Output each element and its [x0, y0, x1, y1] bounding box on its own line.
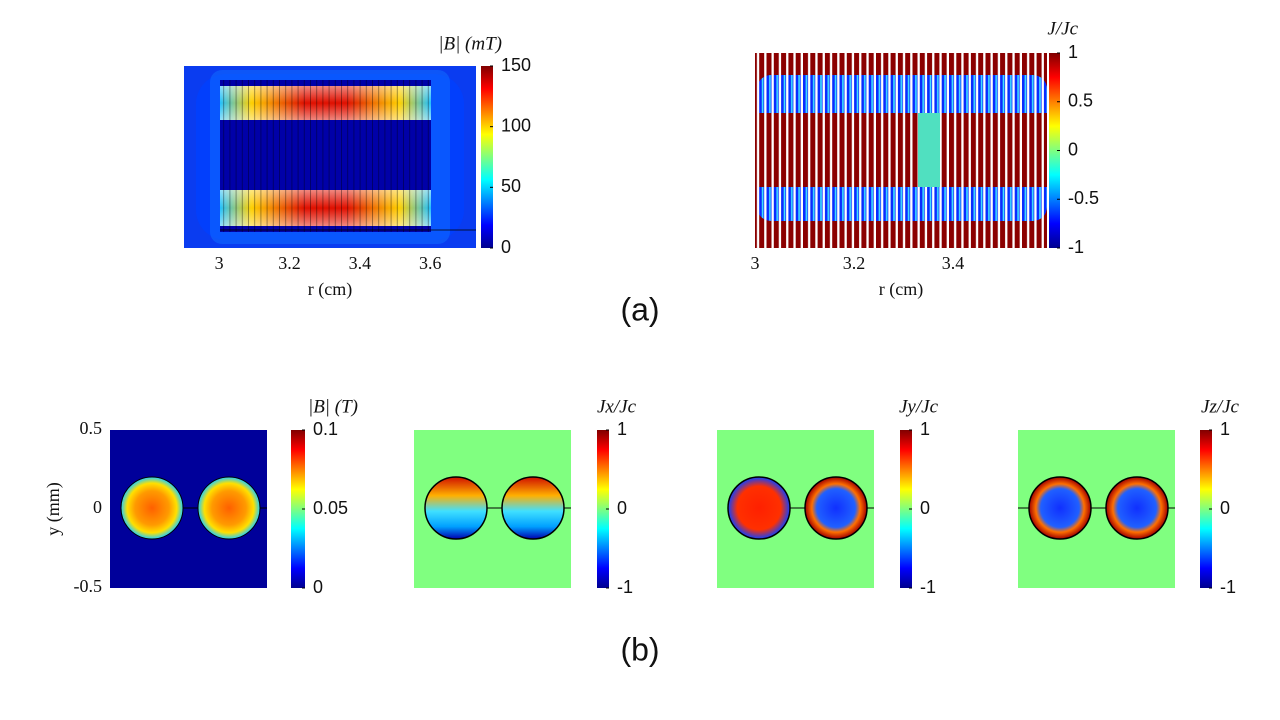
- colorbar-tick-label: 0.5: [1068, 91, 1093, 111]
- colorbar-tick-label: 0: [313, 577, 323, 597]
- colorbar-tick-label: 1: [617, 419, 627, 439]
- field-map-b: [110, 430, 267, 588]
- colorbar-tick-label: -1: [1220, 577, 1236, 597]
- colorbar-tick-label: 0.05: [313, 498, 348, 518]
- current-map-z: [1018, 430, 1175, 588]
- y-tick-label: 0.5: [80, 418, 103, 438]
- colorbar-tick-label: -0.5: [1068, 188, 1099, 208]
- x-tick-label: 3.4: [349, 253, 372, 273]
- colorbar: [1200, 430, 1212, 588]
- x-tick-label: 3: [215, 253, 224, 273]
- colorbar-tick-label: 0: [1068, 139, 1078, 159]
- colorbar-tick-label: 1: [920, 419, 930, 439]
- x-tick-label: 3.4: [942, 253, 965, 273]
- colorbar-tick-label: 0: [501, 237, 511, 257]
- caption: (b): [620, 631, 659, 667]
- x-tick-label: 3.2: [278, 253, 301, 273]
- field-map: [184, 66, 476, 248]
- colorbar-label: Jy/Jc: [899, 396, 939, 417]
- colorbar-tick-label: 150: [501, 55, 531, 75]
- x-axis-label: r (cm): [308, 279, 352, 300]
- colorbar-tick-label: -1: [1068, 237, 1084, 257]
- colorbar: [900, 430, 912, 588]
- colorbar-tick-label: 0: [1220, 498, 1230, 518]
- colorbar-tick-label: 1: [1068, 42, 1078, 62]
- colorbar-label: J/Jc: [1047, 18, 1078, 39]
- colorbar: [291, 430, 305, 588]
- colorbar-label: Jz/Jc: [1201, 396, 1240, 417]
- caption: (a): [620, 291, 659, 327]
- current-map: [755, 53, 1047, 248]
- colorbar: [481, 66, 493, 248]
- colorbar-tick-label: -1: [617, 577, 633, 597]
- colorbar-label: |B| (T): [308, 396, 358, 417]
- colorbar-tick-label: 100: [501, 115, 531, 135]
- colorbar-tick-label: 0: [617, 498, 627, 518]
- y-axis-label: y (mm): [43, 482, 64, 536]
- colorbar-label: Jx/Jc: [597, 396, 637, 417]
- colorbar-label: |B| (mT): [438, 33, 502, 54]
- colorbar-tick-label: 0.1: [313, 419, 338, 439]
- x-tick-label: 3.6: [419, 253, 442, 273]
- x-axis-label: r (cm): [879, 279, 923, 300]
- colorbar-tick-label: 50: [501, 176, 521, 196]
- current-map-y: [717, 430, 874, 588]
- y-tick-label: -0.5: [74, 576, 103, 596]
- x-tick-label: 3.2: [843, 253, 866, 273]
- colorbar-tick-label: 0: [920, 498, 930, 518]
- colorbar: [597, 430, 609, 588]
- y-tick-label: 0: [93, 497, 102, 517]
- colorbar: [1049, 53, 1060, 248]
- current-map-x: [414, 430, 571, 588]
- colorbar-tick-label: 1: [1220, 419, 1230, 439]
- colorbar-tick-label: -1: [920, 577, 936, 597]
- x-tick-label: 3: [751, 253, 760, 273]
